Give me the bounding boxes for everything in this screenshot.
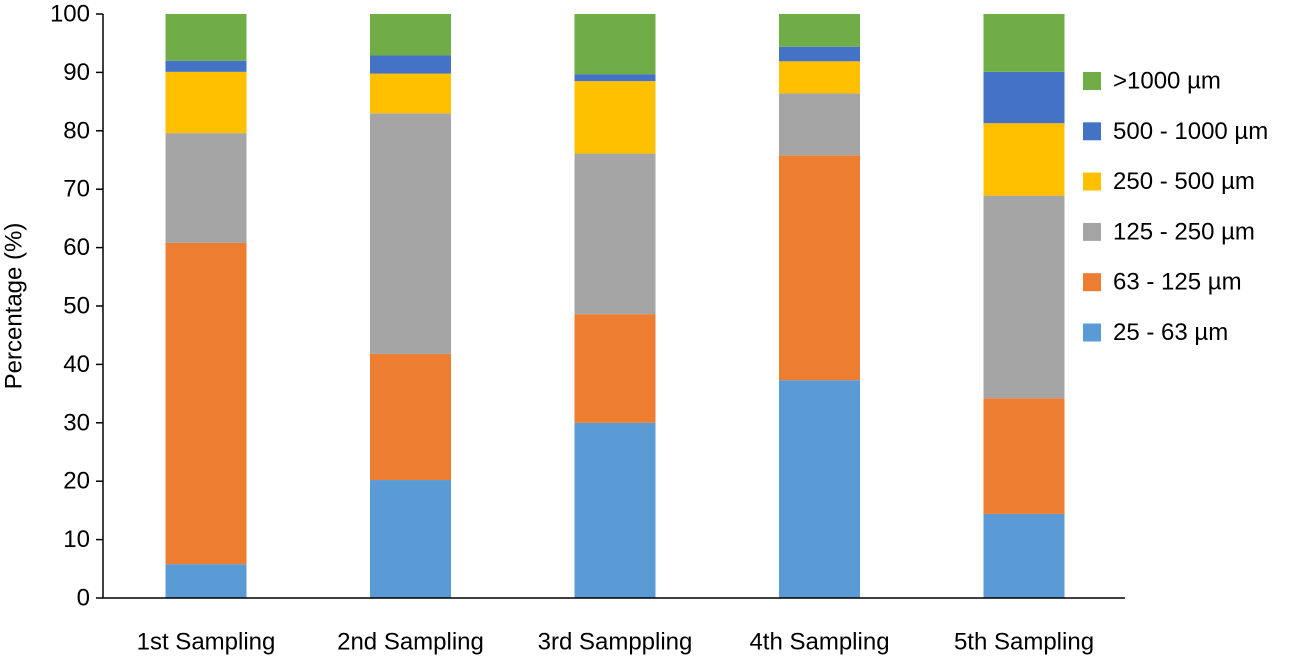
bar-segment [574, 422, 656, 598]
legend-label: >1000 µm [1113, 68, 1221, 95]
bars-group [165, 14, 1065, 598]
bar-segment [983, 513, 1065, 598]
bar-segment [165, 564, 247, 598]
bar-segment [779, 93, 860, 156]
legend-swatch [1083, 172, 1101, 191]
bar-segment [370, 14, 451, 56]
bar-segment [574, 14, 656, 75]
bar-segment [779, 155, 860, 381]
legend-swatch [1083, 122, 1101, 141]
bar-segment [165, 14, 247, 61]
legend-label: 63 - 125 µm [1113, 269, 1242, 296]
bar-segment [370, 353, 451, 481]
y-tick-label: 70 [63, 176, 90, 203]
legend-swatch [1083, 323, 1101, 342]
y-tick-label: 0 [77, 585, 90, 612]
bar-segment [983, 123, 1065, 196]
bar-segment [574, 314, 656, 423]
legend-label: 250 - 500 µm [1113, 168, 1255, 195]
x-tick-label: 2nd Sampling [337, 629, 484, 656]
bar-segment [574, 153, 656, 315]
bar-segment [779, 61, 860, 94]
bar-segment [574, 81, 656, 154]
y-tick-label: 100 [50, 1, 90, 28]
y-axis-title: Percentage (%) [1, 223, 28, 390]
bar-segment [370, 73, 451, 114]
y-tick-label: 20 [63, 468, 90, 495]
bar-segment [165, 60, 247, 72]
y-tick-label: 30 [63, 409, 90, 436]
bar-segment [779, 46, 860, 62]
bar-segment [370, 113, 451, 354]
bar-segment [165, 71, 247, 134]
legend-swatch [1083, 222, 1101, 241]
bar-segment [779, 14, 860, 47]
y-tick-label: 50 [63, 293, 90, 320]
bar-segment [370, 480, 451, 598]
y-tick-label: 90 [63, 59, 90, 86]
bar-segment [983, 398, 1065, 514]
bar-segment [165, 242, 247, 565]
x-tick-label: 3rd Samppling [538, 629, 693, 656]
y-tick-label: 10 [63, 526, 90, 553]
legend-label: 125 - 250 µm [1113, 218, 1255, 245]
legend-label: 500 - 1000 µm [1113, 118, 1268, 145]
bar-segment [370, 55, 451, 74]
y-tick-label: 80 [63, 117, 90, 144]
x-ticks-group: 1st Sampling 2nd Sampling 3rd Samppling 4th… [137, 629, 1094, 656]
y-ticks-group: 0 10 20 30 40 50 60 70 80 90 100 [50, 1, 103, 612]
x-tick-label: 4th Sampling [749, 629, 889, 656]
legend-swatch [1083, 273, 1101, 292]
x-tick-label: 1st Sampling [137, 629, 276, 656]
bar-segment [165, 133, 247, 243]
legend-swatch [1083, 72, 1101, 90]
bar-segment [983, 195, 1065, 399]
x-tick-label: 5th Sampling [954, 629, 1094, 656]
legend-label: 25 - 63 µm [1113, 319, 1228, 346]
bar-segment [779, 380, 860, 598]
y-tick-label: 40 [63, 351, 90, 378]
y-tick-label: 60 [63, 234, 90, 261]
bar-segment [983, 71, 1065, 124]
bar-segment [983, 14, 1065, 72]
legend: >1000 µm 500 - 1000 µm 250 - 500 µm 125 - 2… [1083, 68, 1268, 346]
bar-segment [574, 74, 656, 82]
